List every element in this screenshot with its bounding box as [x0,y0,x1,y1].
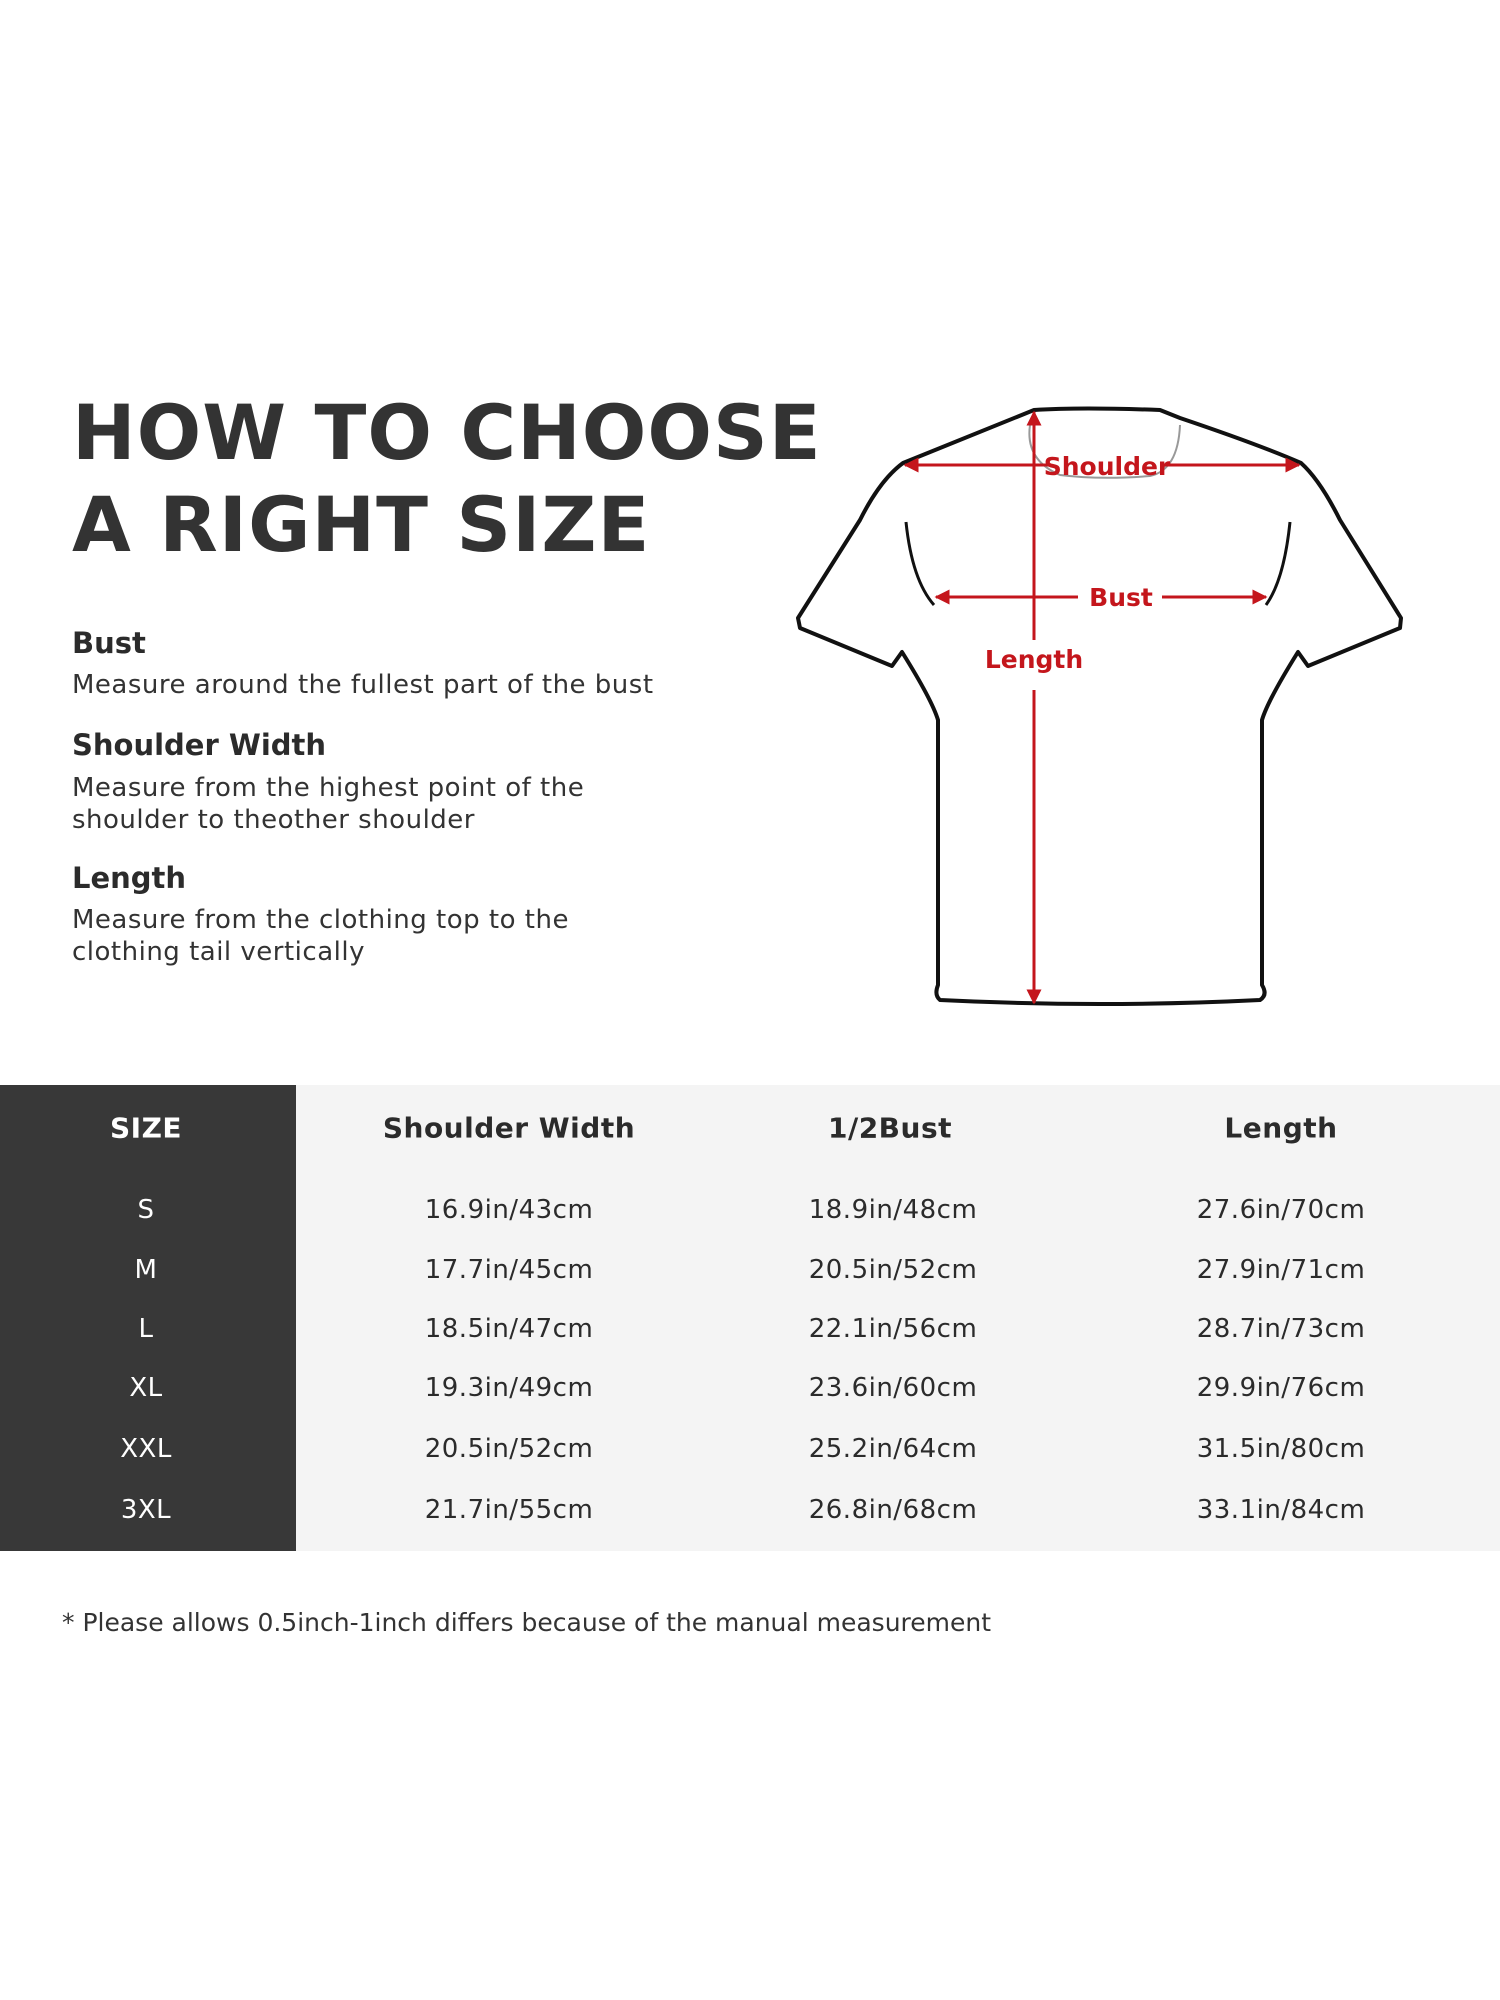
table-cell: 17.7in/45cm [424,1255,594,1285]
size-label: S [137,1195,155,1225]
guide-desc-length-2: clothing tail vertically [72,937,365,967]
length-label: Length [985,645,1083,674]
size-label: XL [129,1373,163,1403]
table-cell: 27.9in/71cm [1196,1255,1366,1285]
size-label: XXL [120,1434,172,1464]
table-cell: 20.5in/52cm [808,1255,978,1285]
table-cell: 22.1in/56cm [808,1314,978,1344]
table-cell: 20.5in/52cm [424,1434,594,1464]
table-cell: 18.5in/47cm [424,1314,594,1344]
table-cell: 33.1in/84cm [1196,1495,1366,1525]
table-cell: 25.2in/64cm [808,1434,978,1464]
guide-heading-shoulder: Shoulder Width [72,728,327,762]
shoulder-label: Shoulder [1044,452,1171,481]
header-half-bust: 1/2Bust [827,1111,953,1145]
guide-desc-shoulder-1: Measure from the highest point of the [72,773,585,803]
table-cell: 23.6in/60cm [808,1373,978,1403]
tshirt-outline [796,406,1403,1006]
measurement-note: * Please allows 0.5inch-1inch differs be… [62,1608,992,1637]
header-length: Length [1224,1111,1338,1145]
page-title-line2: A RIGHT SIZE [72,480,651,569]
size-label: L [138,1314,154,1344]
header-shoulder-width: Shoulder Width [382,1111,636,1145]
guide-desc-length-1: Measure from the clothing top to the [72,905,569,935]
guide-heading-length: Length [72,861,187,895]
table-cell: 26.8in/68cm [808,1495,978,1525]
guide-desc-shoulder-2: shoulder to theother shoulder [72,805,475,835]
guide-desc-bust: Measure around the fullest part of the b… [72,670,654,700]
tshirt-diagram: Shoulder Bust Length [796,406,1403,1006]
size-column-bg [0,1085,296,1551]
table-cell: 21.7in/55cm [424,1495,594,1525]
table-cell: 19.3in/49cm [424,1373,594,1403]
table-cell: 28.7in/73cm [1196,1314,1366,1344]
table-cell: 27.6in/70cm [1196,1195,1366,1225]
measurement-arrows [903,410,1301,1005]
header-size: SIZE [109,1111,183,1145]
guide-heading-bust: Bust [72,626,146,660]
bust-label: Bust [1089,583,1153,612]
table-cell: 29.9in/76cm [1196,1373,1366,1403]
size-table: SIZE Shoulder Width 1/2Bust Length S 16.9… [0,1085,1500,1551]
table-cell: 16.9in/43cm [424,1195,594,1225]
size-label: M [134,1255,158,1285]
table-cell: 31.5in/80cm [1196,1434,1366,1464]
table-cell: 18.9in/48cm [808,1195,978,1225]
page-title-line1: HOW TO CHOOSE [72,388,822,477]
size-label: 3XL [120,1495,172,1525]
